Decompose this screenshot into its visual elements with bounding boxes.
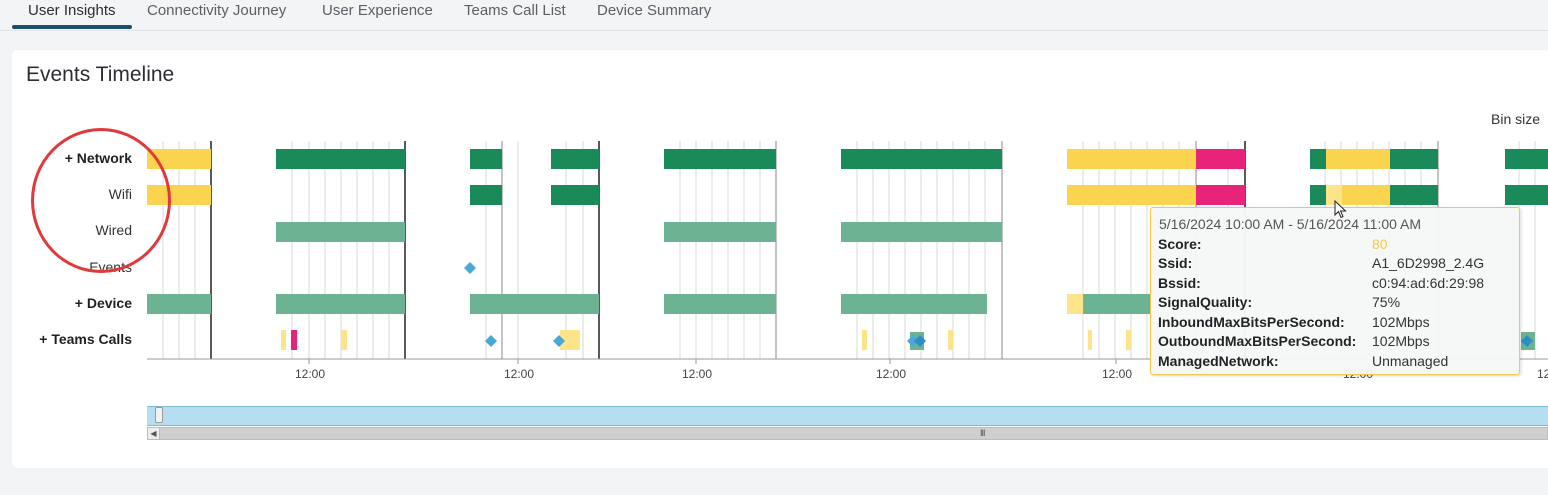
scroll-left-arrow-icon[interactable]: ◀ [147, 427, 160, 440]
wired-bar[interactable] [841, 222, 1002, 242]
wired-bar[interactable] [664, 222, 776, 242]
teams-call-bar[interactable] [948, 330, 953, 350]
teams-call-diamond-icon[interactable] [1521, 335, 1533, 347]
device-bar[interactable] [1083, 294, 1150, 314]
card-title: Events Timeline [26, 63, 175, 86]
x-axis-tick-label: 12:00 [876, 367, 907, 381]
highlight-circle-annotation [31, 128, 171, 273]
x-axis-tick-label: 12:00 [295, 367, 326, 381]
wifi-bar[interactable] [1067, 185, 1196, 205]
network-bar[interactable] [1326, 149, 1390, 169]
teams-call-bar[interactable] [291, 330, 297, 350]
bin-size-label[interactable]: Bin size [1491, 111, 1541, 127]
tooltip-time-range: 5/16/2024 10:00 AM - 5/16/2024 11:00 AM [1159, 216, 1422, 232]
tab-bar: User Insights Connectivity Journey User … [0, 0, 1548, 31]
tooltip-value-inbound: 102Mbps [1372, 314, 1430, 330]
network-bar[interactable] [551, 149, 599, 169]
wifi-bar[interactable] [1196, 185, 1245, 205]
device-bar[interactable] [664, 294, 776, 314]
tab-user-insights[interactable]: User Insights [28, 2, 116, 19]
network-bar[interactable] [1390, 149, 1438, 169]
tooltip-value-ssid: A1_6D2998_2.4G [1372, 255, 1485, 271]
event-diamond-icon[interactable] [464, 262, 476, 274]
device-bar[interactable] [1067, 294, 1083, 314]
tooltip-value-managed-network: Unmanaged [1372, 353, 1449, 369]
wifi-bar[interactable] [1342, 185, 1390, 205]
wired-bar[interactable] [276, 222, 405, 242]
network-bar[interactable] [664, 149, 776, 169]
device-bar[interactable] [276, 294, 405, 314]
teams-call-diamond-icon[interactable] [485, 335, 497, 347]
device-bar[interactable] [470, 294, 599, 314]
network-bar[interactable] [1505, 149, 1548, 169]
tab-connectivity-journey[interactable]: Connectivity Journey [147, 2, 287, 19]
tab-teams-call-list[interactable]: Teams Call List [464, 2, 566, 19]
tooltip-key-ssid: Ssid: [1158, 255, 1193, 271]
x-axis-tick-label: 12:00 [1102, 367, 1133, 381]
device-bar[interactable] [841, 294, 987, 314]
wifi-bar[interactable] [1310, 185, 1326, 205]
teams-call-bar[interactable] [1126, 330, 1131, 350]
teams-call-diamond-icon[interactable] [914, 335, 926, 347]
tooltip-key-outbound: OutboundMaxBitsPerSecond: [1158, 333, 1357, 349]
tooltip-value-signal-quality: 75% [1372, 294, 1401, 310]
x-axis-tick-label: 12 [1537, 367, 1548, 381]
network-bar[interactable] [1067, 149, 1196, 169]
wifi-bar[interactable] [470, 185, 502, 205]
wifi-tooltip: 5/16/2024 10:00 AM - 5/16/2024 11:00 AM … [1150, 207, 1520, 375]
x-axis-tick-label: 12:00 [504, 367, 535, 381]
network-bar[interactable] [1196, 149, 1245, 169]
network-bar[interactable] [147, 149, 211, 169]
teams-call-bar[interactable] [560, 330, 580, 350]
tooltip-value-outbound: 102Mbps [1372, 333, 1430, 349]
tooltip-key-bssid: Bssid: [1158, 275, 1201, 291]
network-bar[interactable] [470, 149, 502, 169]
device-bar[interactable] [147, 294, 211, 314]
active-tab-indicator [12, 25, 132, 29]
teams-call-diamond-icon[interactable] [553, 335, 565, 347]
network-bar[interactable] [276, 149, 405, 169]
navigator-handle[interactable] [155, 407, 163, 423]
tooltip-key-score: Score: [1158, 236, 1202, 252]
teams-call-bar[interactable] [341, 330, 347, 350]
network-bar[interactable] [1310, 149, 1326, 169]
tab-user-experience[interactable]: User Experience [322, 2, 433, 19]
mouse-cursor-icon [1334, 200, 1347, 219]
tooltip-key-managed-network: ManagedNetwork: [1158, 353, 1279, 369]
wifi-bar[interactable] [1326, 185, 1342, 205]
wifi-bar[interactable] [1390, 185, 1438, 205]
scroll-grip-icon[interactable]: III [980, 428, 985, 438]
x-axis-tick-label: 12:00 [682, 367, 713, 381]
network-bar[interactable] [841, 149, 1002, 169]
teams-call-diamond-icon[interactable] [907, 335, 919, 347]
tooltip-key-signal-quality: SignalQuality: [1158, 294, 1253, 310]
teams-call-bar[interactable] [862, 330, 867, 350]
tooltip-key-inbound: InboundMaxBitsPerSecond: [1158, 314, 1345, 330]
row-label-device[interactable]: + Device [74, 295, 132, 311]
timeline-scrollbar[interactable] [147, 427, 1548, 440]
teams-call-bar[interactable] [1088, 330, 1092, 350]
tooltip-value-score: 80 [1372, 236, 1388, 252]
wifi-bar[interactable] [551, 185, 599, 205]
wifi-bar[interactable] [1505, 185, 1548, 205]
timeline-navigator[interactable] [147, 406, 1548, 426]
tab-device-summary[interactable]: Device Summary [597, 2, 712, 19]
row-label-teams-calls[interactable]: + Teams Calls [39, 331, 132, 347]
tooltip-value-bssid: c0:94:ad:6d:29:98 [1372, 275, 1485, 291]
teams-call-bar[interactable] [281, 330, 286, 350]
